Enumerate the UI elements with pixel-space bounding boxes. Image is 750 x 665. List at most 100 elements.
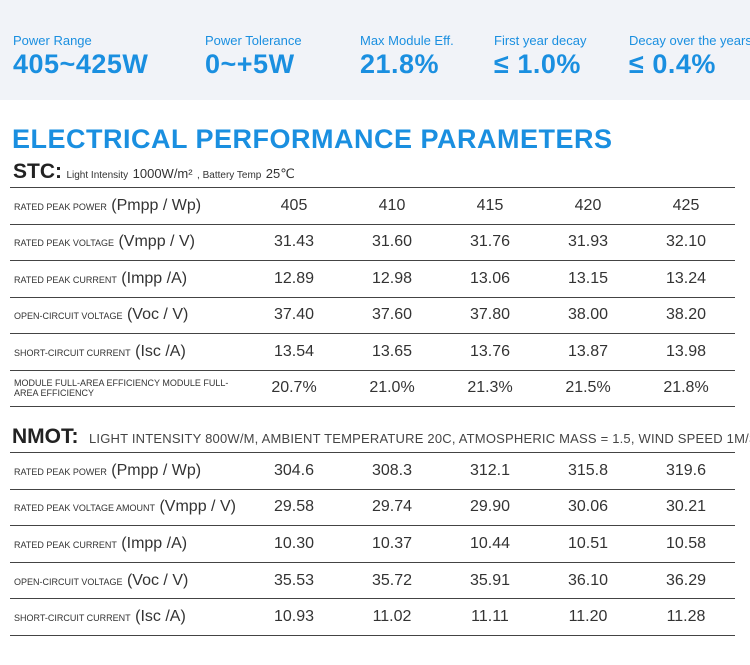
table-cell: 10.58 bbox=[637, 525, 735, 563]
row-label: RATED PEAK CURRENT (Impp /A) bbox=[10, 260, 245, 298]
table-cell: 11.02 bbox=[343, 598, 441, 636]
row-label: RATED PEAK POWER (Pmpp / Wp) bbox=[10, 452, 245, 490]
table-cell: 35.91 bbox=[441, 562, 539, 600]
table-cell: 308.3 bbox=[343, 452, 441, 490]
table-cell: 21.3% bbox=[441, 370, 539, 407]
spec-value: 0~+5W bbox=[205, 49, 295, 79]
row-label-text: RATED PEAK VOLTAGE AMOUNT bbox=[14, 503, 156, 514]
table-cell: 12.98 bbox=[343, 260, 441, 298]
row-unit-text: (Isc /A) bbox=[130, 608, 186, 626]
row-label-text: OPEN-CIRCUIT VOLTAGE bbox=[14, 576, 123, 587]
row-label: MODULE FULL-AREA EFFICIENCY MODULE FULL-… bbox=[10, 370, 245, 407]
spec-value: ≤ 0.4% bbox=[629, 49, 716, 79]
table-cell: 11.11 bbox=[441, 598, 539, 636]
table-cell: 11.28 bbox=[637, 598, 735, 636]
table-row: OPEN-CIRCUIT VOLTAGE (Voc / V) 37.40 37.60… bbox=[10, 297, 735, 334]
table-row: RATED PEAK POWER (Pmpp / Wp) 304.6 308.3 31… bbox=[10, 452, 735, 490]
table-cell: 405 bbox=[245, 187, 343, 225]
table-cell: 36.29 bbox=[637, 562, 735, 600]
spec-power-tolerance: Power Tolerance 0~+5W bbox=[205, 33, 302, 80]
table-cell: 10.44 bbox=[441, 525, 539, 563]
spec-power-range: Power Range 405~425W bbox=[13, 33, 148, 80]
spec-max-module-eff: Max Module Eff. 21.8% bbox=[360, 33, 454, 80]
spec-label: Power Range bbox=[13, 33, 92, 48]
row-unit-text: (Pmpp / Wp) bbox=[106, 196, 202, 214]
row-label-text: RATED PEAK POWER bbox=[14, 201, 107, 212]
table-cell: 319.6 bbox=[637, 452, 735, 490]
table-cell: 32.10 bbox=[637, 224, 735, 261]
spec-label: Power Tolerance bbox=[205, 33, 302, 48]
stc-light-value: 1000W/m² bbox=[132, 166, 193, 181]
table-cell: 31.43 bbox=[245, 224, 343, 261]
table-cell: 37.80 bbox=[441, 297, 539, 334]
row-label-text: RATED PEAK CURRENT bbox=[14, 539, 117, 550]
spec-value: ≤ 1.0% bbox=[494, 49, 581, 79]
key-specs-band: Power Range 405~425W Power Tolerance 0~+… bbox=[0, 0, 750, 100]
page-title: ELECTRICAL PERFORMANCE PARAMETERS bbox=[12, 124, 613, 154]
nmot-table-body: RATED PEAK POWER (Pmpp / Wp) 304.6 308.3 31… bbox=[10, 452, 735, 636]
spec-value: 21.8% bbox=[360, 49, 440, 79]
table-cell: 20.7% bbox=[245, 370, 343, 407]
table-cell: 312.1 bbox=[441, 452, 539, 490]
spec-value: 405~425W bbox=[13, 49, 149, 79]
row-unit-text: (Vmpp / V) bbox=[155, 498, 236, 516]
nmot-table: RATED PEAK POWER (Pmpp / Wp) 304.6 308.3 31… bbox=[10, 452, 735, 636]
row-label-text: SHORT-CIRCUIT CURRENT bbox=[14, 613, 131, 624]
table-cell: 35.72 bbox=[343, 562, 441, 600]
table-cell: 13.06 bbox=[441, 260, 539, 298]
table-cell: 10.93 bbox=[245, 598, 343, 636]
row-label: RATED PEAK VOLTAGE AMOUNT (Vmpp / V) bbox=[10, 489, 245, 527]
table-cell: 11.20 bbox=[539, 598, 637, 636]
table-cell: 29.74 bbox=[343, 489, 441, 527]
table-cell: 13.65 bbox=[343, 333, 441, 371]
spec-first-year-decay: First year decay ≤ 1.0% bbox=[494, 33, 586, 80]
table-cell: 38.00 bbox=[539, 297, 637, 334]
row-label: OPEN-CIRCUIT VOLTAGE (Voc / V) bbox=[10, 297, 245, 334]
stc-heading: STC: Light Intensity 1000W/m² , Battery … bbox=[13, 160, 295, 184]
table-cell: 315.8 bbox=[539, 452, 637, 490]
row-unit-text: (Vmpp / V) bbox=[114, 233, 195, 251]
table-cell: 425 bbox=[637, 187, 735, 225]
row-label-text: OPEN-CIRCUIT VOLTAGE bbox=[14, 311, 123, 322]
row-label: OPEN-CIRCUIT VOLTAGE (Voc / V) bbox=[10, 562, 245, 600]
table-cell: 36.10 bbox=[539, 562, 637, 600]
row-label: RATED PEAK POWER (Pmpp / Wp) bbox=[10, 187, 245, 225]
table-cell: 30.21 bbox=[637, 489, 735, 527]
nmot-conditions: LIGHT INTENSITY 800W/M, AMBIENT TEMPERAT… bbox=[88, 431, 750, 446]
table-cell: 415 bbox=[441, 187, 539, 225]
table-cell: 37.40 bbox=[245, 297, 343, 334]
table-row: SHORT-CIRCUIT CURRENT (Isc /A) 13.54 13.65… bbox=[10, 333, 735, 371]
table-cell: 37.60 bbox=[343, 297, 441, 334]
row-label: RATED PEAK CURRENT (Impp /A) bbox=[10, 525, 245, 563]
table-cell: 13.76 bbox=[441, 333, 539, 371]
table-cell: 13.54 bbox=[245, 333, 343, 371]
table-cell: 13.24 bbox=[637, 260, 735, 298]
spec-label: Max Module Eff. bbox=[360, 33, 454, 48]
table-cell: 31.93 bbox=[539, 224, 637, 261]
row-unit-text: (Impp /A) bbox=[116, 269, 188, 287]
table-cell: 31.60 bbox=[343, 224, 441, 261]
stc-temp-label: , Battery Temp bbox=[197, 170, 262, 181]
table-cell: 410 bbox=[343, 187, 441, 225]
table-cell: 13.15 bbox=[539, 260, 637, 298]
table-row: RATED PEAK CURRENT (Impp /A) 12.89 12.98 13… bbox=[10, 260, 735, 298]
table-cell: 12.89 bbox=[245, 260, 343, 298]
row-unit-text: (Pmpp / Wp) bbox=[106, 461, 202, 479]
row-unit-text: (Voc / V) bbox=[122, 306, 189, 324]
table-row: RATED PEAK VOLTAGE AMOUNT (Vmpp / V) 29.5… bbox=[10, 489, 735, 527]
spec-label: First year decay bbox=[494, 33, 587, 48]
row-label-text: SHORT-CIRCUIT CURRENT bbox=[14, 347, 131, 358]
table-cell: 21.5% bbox=[539, 370, 637, 407]
stc-table-body: RATED PEAK POWER (Pmpp / Wp) 405 410 415 420… bbox=[10, 187, 735, 407]
row-unit-text: (Isc /A) bbox=[130, 342, 186, 360]
table-row: MODULE FULL-AREA EFFICIENCY MODULE FULL-… bbox=[10, 370, 735, 407]
row-unit-text: (Impp /A) bbox=[116, 534, 188, 552]
row-label-text: MODULE FULL-AREA EFFICIENCY MODULE FULL-… bbox=[14, 378, 229, 399]
nmot-heading: NMOT: LIGHT INTENSITY 800W/M, AMBIENT TE… bbox=[12, 425, 750, 449]
table-row: RATED PEAK CURRENT (Impp /A) 10.30 10.37 10… bbox=[10, 525, 735, 563]
table-cell: 21.0% bbox=[343, 370, 441, 407]
spec-label: Decay over the years bbox=[629, 33, 750, 48]
table-row: RATED PEAK VOLTAGE (Vmpp / V) 31.43 31.60 3… bbox=[10, 224, 735, 261]
row-label: RATED PEAK VOLTAGE (Vmpp / V) bbox=[10, 224, 245, 261]
table-cell: 21.8% bbox=[637, 370, 735, 407]
